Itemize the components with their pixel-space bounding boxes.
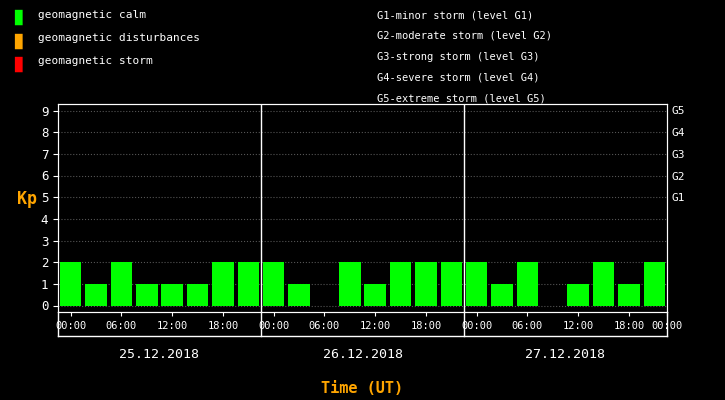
Bar	[263, 262, 284, 306]
Y-axis label: Kp: Kp	[17, 190, 37, 208]
Bar	[187, 284, 208, 306]
Bar	[441, 262, 462, 306]
Bar	[136, 284, 157, 306]
Text: geomagnetic disturbances: geomagnetic disturbances	[38, 33, 199, 43]
Text: G5-extreme storm (level G5): G5-extreme storm (level G5)	[377, 93, 546, 103]
Bar	[60, 262, 81, 306]
Text: 27.12.2018: 27.12.2018	[526, 348, 605, 361]
Bar	[390, 262, 411, 306]
Bar	[212, 262, 233, 306]
Bar	[86, 284, 107, 306]
Bar	[644, 262, 665, 306]
Bar	[517, 262, 538, 306]
Text: G2-moderate storm (level G2): G2-moderate storm (level G2)	[377, 31, 552, 41]
Bar	[466, 262, 487, 306]
Bar	[593, 262, 614, 306]
Bar	[492, 284, 513, 306]
Text: 26.12.2018: 26.12.2018	[323, 348, 402, 361]
Bar	[238, 262, 259, 306]
Bar	[415, 262, 436, 306]
Bar	[162, 284, 183, 306]
Bar	[339, 262, 360, 306]
Text: █: █	[14, 10, 22, 26]
Bar	[289, 284, 310, 306]
Bar	[618, 284, 639, 306]
Text: G4-severe storm (level G4): G4-severe storm (level G4)	[377, 72, 539, 82]
Bar	[568, 284, 589, 306]
Text: geomagnetic storm: geomagnetic storm	[38, 56, 152, 66]
Text: █: █	[14, 33, 22, 49]
Text: G1-minor storm (level G1): G1-minor storm (level G1)	[377, 10, 534, 20]
Text: █: █	[14, 56, 22, 72]
Text: geomagnetic calm: geomagnetic calm	[38, 10, 146, 20]
Text: 25.12.2018: 25.12.2018	[120, 348, 199, 361]
Bar	[365, 284, 386, 306]
Text: G3-strong storm (level G3): G3-strong storm (level G3)	[377, 52, 539, 62]
Bar	[111, 262, 132, 306]
Text: Time (UT): Time (UT)	[321, 381, 404, 396]
